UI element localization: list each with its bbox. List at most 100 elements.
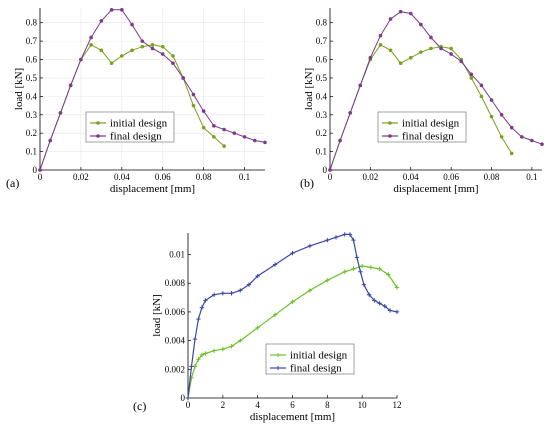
x-tick-label: 0.04: [403, 172, 419, 182]
data-point: [120, 8, 124, 12]
data-point: [290, 299, 295, 305]
data-point: [509, 151, 514, 156]
data-point: [109, 8, 114, 12]
data-point: [181, 76, 185, 80]
x-tick-label: 0: [328, 172, 333, 182]
y-axis-label: load [kN]: [303, 68, 315, 110]
data-point: [212, 135, 216, 139]
data-point: [89, 35, 93, 40]
data-point: [203, 351, 208, 356]
data-point: [398, 61, 403, 66]
y-tick-label: 0.008: [165, 278, 186, 288]
data-point: [325, 237, 330, 243]
x-tick-label: 0.1: [239, 172, 250, 182]
x-axis-label: displacement [mm]: [250, 411, 335, 423]
data-point: [499, 112, 504, 117]
series-initial-design: [185, 263, 400, 401]
x-tick-label: 6: [290, 400, 295, 410]
legend-label: initial design: [110, 118, 168, 130]
y-tick-label: 0.6: [26, 55, 38, 65]
x-tick-label: 0.04: [114, 172, 130, 182]
data-point: [140, 44, 145, 49]
data-point: [338, 138, 342, 143]
data-point: [201, 125, 206, 130]
data-point: [120, 54, 124, 58]
data-point: [38, 168, 42, 172]
data-point: [211, 348, 217, 353]
data-point: [290, 250, 295, 256]
data-point: [252, 138, 257, 143]
data-point: [109, 61, 114, 66]
series-line: [329, 44, 513, 171]
data-point: [150, 46, 155, 51]
x-tick-label: 4: [255, 400, 260, 410]
data-point: [272, 262, 278, 267]
data-point: [130, 48, 134, 53]
y-axis-label: load [kN]: [13, 68, 25, 110]
data-point: [382, 303, 388, 309]
data-point: [185, 395, 191, 401]
data-point: [220, 347, 226, 352]
data-point: [203, 298, 208, 303]
x-tick-label: 0.08: [484, 172, 500, 182]
y-tick-label: 0.5: [26, 73, 38, 83]
data-point: [499, 135, 504, 139]
legend-marker: [96, 134, 100, 138]
series-initial-design: [38, 43, 226, 172]
data-point: [378, 43, 383, 47]
data-point: [325, 278, 330, 283]
legend-label: final design: [290, 363, 342, 375]
x-axis-label: displacement [mm]: [110, 183, 195, 195]
data-point: [479, 83, 484, 88]
y-tick-label: 0: [33, 165, 38, 175]
data-point: [347, 232, 353, 237]
series-line: [187, 265, 398, 399]
y-tick-label: 0.1: [316, 147, 327, 157]
data-point: [199, 352, 205, 358]
y-tick-label: 0.4: [316, 91, 328, 101]
y-tick-label: 0.2: [26, 128, 37, 138]
data-point: [348, 111, 352, 115]
data-point: [540, 142, 544, 147]
panel-label: (b): [300, 176, 314, 190]
data-point: [387, 308, 393, 313]
legend-label: initial design: [290, 350, 348, 362]
data-point: [150, 43, 155, 47]
y-tick-label: 0.4: [26, 91, 38, 101]
data-point: [361, 282, 367, 287]
data-point: [89, 43, 93, 47]
x-tick-label: 0.06: [443, 172, 459, 182]
x-tick-label: 10: [358, 400, 368, 410]
data-point: [489, 114, 494, 119]
data-point: [160, 44, 165, 49]
data-point: [222, 144, 226, 148]
x-tick-label: 0.08: [196, 172, 212, 182]
data-point: [377, 301, 382, 306]
data-point: [469, 72, 474, 77]
series-line: [39, 44, 225, 171]
x-tick-label: 12: [393, 400, 402, 410]
y-tick-label: 0.8: [26, 18, 38, 28]
legend-label: initial design: [402, 118, 460, 130]
legend-marker: [388, 134, 392, 138]
series-final-design: [38, 8, 267, 172]
data-point: [48, 138, 53, 143]
legend-label: final design: [110, 131, 162, 143]
data-point: [272, 312, 278, 317]
data-point: [222, 127, 226, 132]
data-point: [449, 46, 453, 51]
data-point: [212, 124, 216, 128]
legend-marker: [276, 353, 280, 357]
data-point: [220, 291, 226, 296]
data-point: [429, 46, 433, 51]
data-point: [479, 94, 484, 99]
data-point: [459, 59, 464, 64]
data-point: [189, 364, 194, 369]
data-point: [99, 48, 104, 53]
series-line: [39, 9, 266, 171]
data-point: [68, 83, 73, 88]
data-point: [368, 55, 373, 60]
panel-label: (c): [133, 399, 146, 413]
